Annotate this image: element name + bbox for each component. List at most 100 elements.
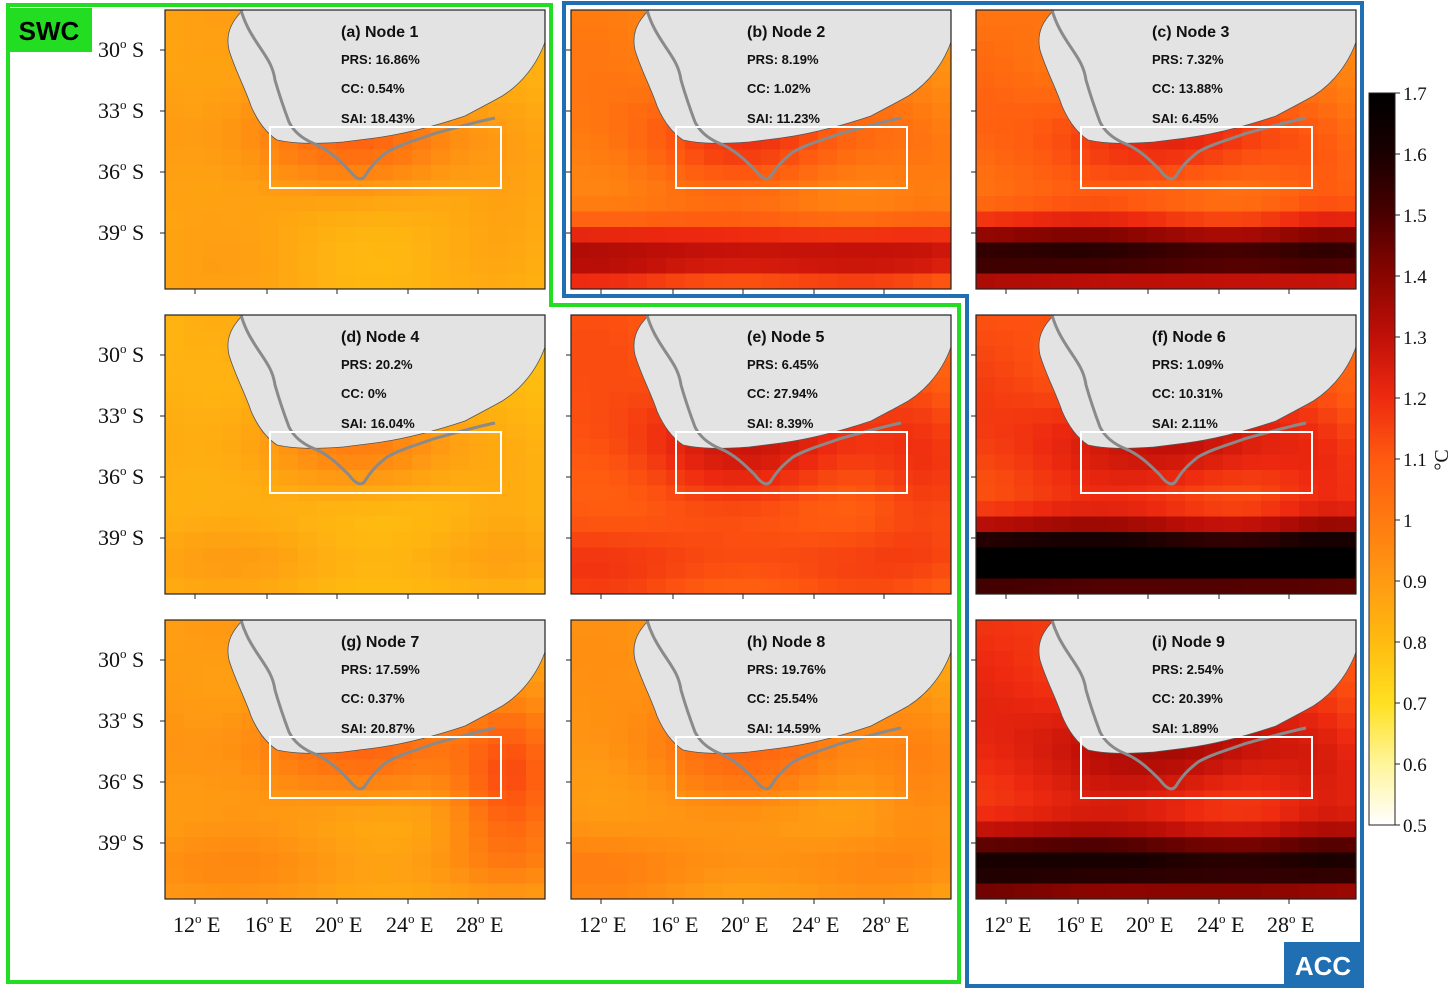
sst-grid-cell — [685, 883, 705, 899]
sst-grid-cell — [450, 165, 470, 182]
sst-grid-cell — [1033, 87, 1053, 104]
sst-grid-cell — [184, 346, 204, 363]
sst-grid-cell — [260, 196, 280, 213]
sst-grid-cell — [571, 485, 591, 502]
sst-grid-cell — [799, 775, 819, 792]
sst-grid-cell — [875, 273, 895, 289]
sst-grid-cell — [571, 759, 591, 776]
sst-grid-cell — [856, 258, 876, 275]
sst-grid-cell — [279, 149, 299, 166]
sst-grid-cell — [1204, 532, 1224, 549]
sst-grid-cell — [590, 165, 610, 182]
sst-grid-cell — [742, 883, 762, 899]
sst-grid-cell — [241, 165, 261, 182]
sst-grid-cell — [609, 868, 629, 885]
sst-grid-cell — [1261, 165, 1281, 182]
sst-grid-cell — [165, 744, 185, 761]
sst-grid-cell — [241, 258, 261, 275]
sst-grid-cell — [1223, 775, 1243, 792]
sst-grid-cell — [203, 821, 223, 838]
sst-grid-cell — [932, 165, 951, 182]
sst-grid-cell — [260, 258, 280, 275]
sst-grid-cell — [1166, 883, 1186, 899]
sst-grid-cell — [647, 532, 667, 549]
sst-grid-cell — [875, 837, 895, 854]
sst-grid-cell — [666, 532, 686, 549]
sst-grid-cell — [571, 72, 591, 89]
sst-grid-cell — [1204, 868, 1224, 885]
sst-grid-cell — [1128, 883, 1148, 899]
sst-grid-cell — [799, 547, 819, 564]
sst-grid-cell — [1242, 134, 1262, 151]
sst-grid-cell — [184, 242, 204, 259]
sst-grid-cell — [780, 868, 800, 885]
sst-grid-cell — [1147, 547, 1167, 564]
prs-value: PRS: 16.86% — [341, 52, 420, 67]
sst-grid-cell — [1318, 392, 1338, 409]
sst-grid-cell — [932, 759, 951, 776]
sst-grid-cell — [837, 759, 857, 776]
sst-grid-cell — [431, 547, 451, 564]
sst-grid-cell — [1147, 532, 1167, 549]
sst-grid-cell — [374, 806, 394, 823]
sst-grid-cell — [1014, 454, 1034, 471]
sst-grid-cell — [336, 759, 356, 776]
sst-grid-cell — [469, 837, 489, 854]
sst-grid-cell — [1185, 532, 1205, 549]
sst-grid-cell — [165, 790, 185, 807]
sst-grid-cell — [1242, 227, 1262, 244]
sst-grid-cell — [1337, 578, 1356, 594]
sst-grid-cell — [647, 470, 667, 487]
sst-grid-cell — [666, 273, 686, 289]
sst-grid-cell — [1033, 103, 1053, 120]
sst-grid-cell — [590, 118, 610, 135]
sst-grid-cell — [894, 242, 914, 259]
sst-grid-cell — [1299, 516, 1319, 533]
sst-grid-cell — [647, 242, 667, 259]
sst-grid-cell — [609, 485, 629, 502]
sst-grid-cell — [609, 165, 629, 182]
sst-grid-cell — [1033, 227, 1053, 244]
sst-grid-cell — [571, 744, 591, 761]
study-area-box — [269, 126, 502, 189]
sst-grid-cell — [609, 806, 629, 823]
sai-value: SAI: 8.39% — [747, 416, 814, 431]
sst-grid-cell — [184, 392, 204, 409]
sst-grid-cell — [1109, 242, 1129, 259]
sst-grid-cell — [875, 149, 895, 166]
sst-grid-cell — [1318, 821, 1338, 838]
sst-grid-cell — [203, 439, 223, 456]
sst-grid-cell — [374, 242, 394, 259]
sst-grid-cell — [469, 532, 489, 549]
sst-grid-cell — [165, 72, 185, 89]
sst-grid-cell — [913, 470, 933, 487]
sst-grid-cell — [932, 837, 951, 854]
sst-grid-cell — [450, 775, 470, 792]
sst-grid-cell — [1147, 852, 1167, 869]
sst-grid-cell — [203, 485, 223, 502]
sst-grid-cell — [1033, 821, 1053, 838]
sst-grid-cell — [355, 273, 375, 289]
sst-grid-cell — [222, 697, 242, 714]
sai-value: SAI: 20.87% — [341, 721, 415, 736]
sst-grid-cell — [1147, 211, 1167, 228]
sst-grid-cell — [488, 273, 508, 289]
sst-grid-cell — [317, 470, 337, 487]
sst-grid-cell — [1299, 242, 1319, 259]
sst-grid-cell — [976, 744, 996, 761]
sst-grid-cell — [1280, 470, 1300, 487]
sst-grid-cell — [571, 516, 591, 533]
sst-grid-cell — [317, 563, 337, 580]
sst-grid-cell — [976, 423, 996, 440]
sai-value: SAI: 11.23% — [747, 111, 820, 126]
colorbar-tick-label: 0.6 — [1403, 755, 1427, 776]
sst-grid-cell — [203, 563, 223, 580]
sst-grid-cell — [526, 682, 545, 699]
sst-grid-cell — [932, 775, 951, 792]
sst-grid-cell — [488, 852, 508, 869]
sst-grid-cell — [913, 439, 933, 456]
sst-grid-cell — [856, 578, 876, 594]
sst-grid-cell — [1337, 273, 1356, 289]
